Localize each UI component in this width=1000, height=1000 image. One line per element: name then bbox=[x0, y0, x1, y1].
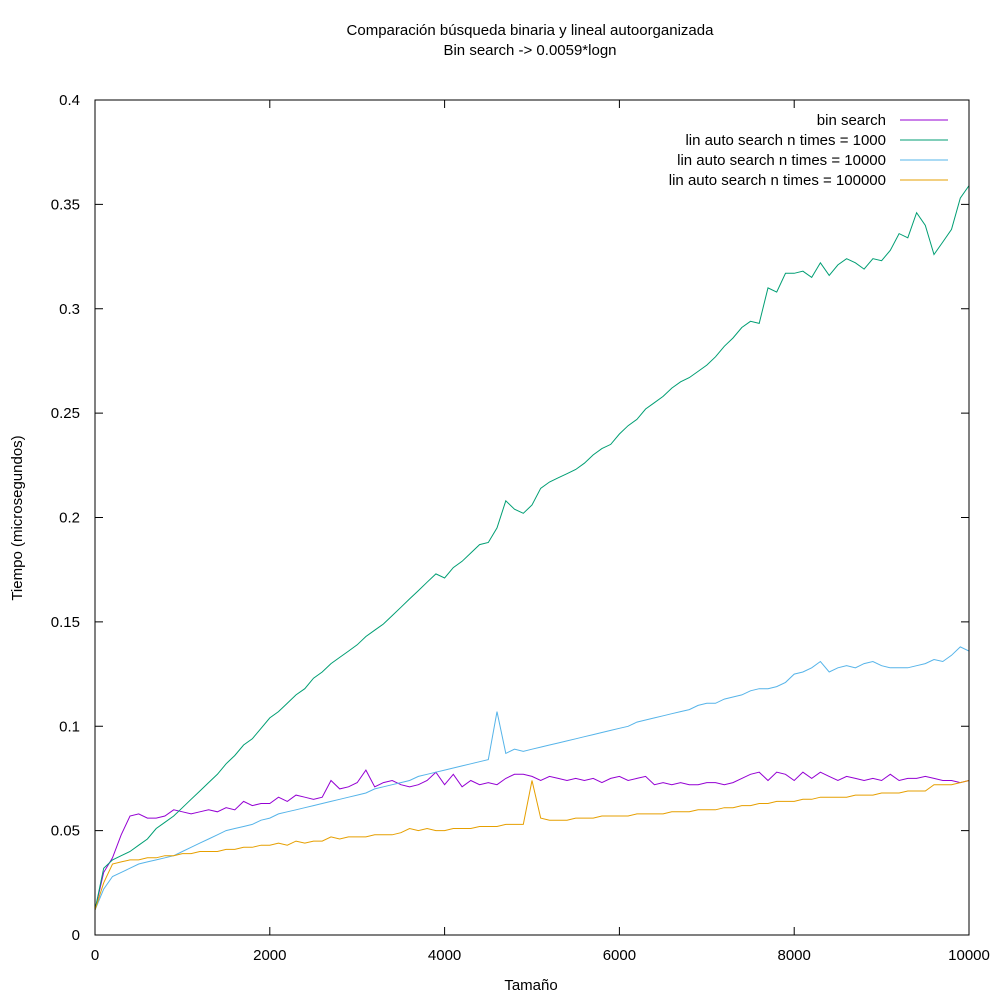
y-tick-label: 0.3 bbox=[59, 301, 80, 318]
plot-frame bbox=[94, 99, 970, 936]
x-tick-label: 4000 bbox=[428, 947, 461, 964]
x-axis-label: Tamaño bbox=[504, 977, 557, 994]
x-tick-label: 6000 bbox=[603, 947, 636, 964]
y-tick-label: 0.2 bbox=[59, 510, 80, 527]
chart-title: Comparación búsqueda binaria y lineal au… bbox=[347, 22, 715, 39]
x-tick-label: 2000 bbox=[253, 947, 286, 964]
legend-label: lin auto search n times = 1000 bbox=[685, 132, 886, 149]
y-axis-label: Tiempo (microsegundos) bbox=[9, 435, 26, 600]
series-line bbox=[94, 185, 970, 911]
legend-label: bin search bbox=[817, 112, 886, 129]
x-tick-label: 10000 bbox=[948, 947, 990, 964]
y-tick-label: 0.15 bbox=[51, 614, 80, 631]
y-tick-label: 0 bbox=[72, 927, 80, 944]
y-tick-label: 0.1 bbox=[59, 718, 80, 735]
series-line bbox=[94, 646, 970, 911]
series-line bbox=[94, 769, 970, 911]
y-tick-label: 0.4 bbox=[59, 92, 80, 109]
legend-label: lin auto search n times = 100000 bbox=[669, 172, 886, 189]
legend-label: lin auto search n times = 10000 bbox=[677, 152, 886, 169]
y-tick-label: 0.25 bbox=[51, 405, 80, 422]
series-lines bbox=[94, 185, 970, 911]
x-tick-label: 8000 bbox=[778, 947, 811, 964]
y-tick-label: 0.05 bbox=[51, 823, 80, 840]
series-line bbox=[94, 780, 970, 911]
x-tick-label: 0 bbox=[91, 947, 99, 964]
legend: bin search lin auto search n times = 1000… bbox=[669, 112, 948, 189]
axis-ticks: 0 2000 4000 6000 8000 10000 0 0.05 0.1 0.15 0.2 0.2… bbox=[51, 92, 990, 964]
y-tick-label: 0.35 bbox=[51, 196, 80, 213]
chart-subtitle: Bin search -> 0.0059*logn bbox=[443, 42, 616, 59]
